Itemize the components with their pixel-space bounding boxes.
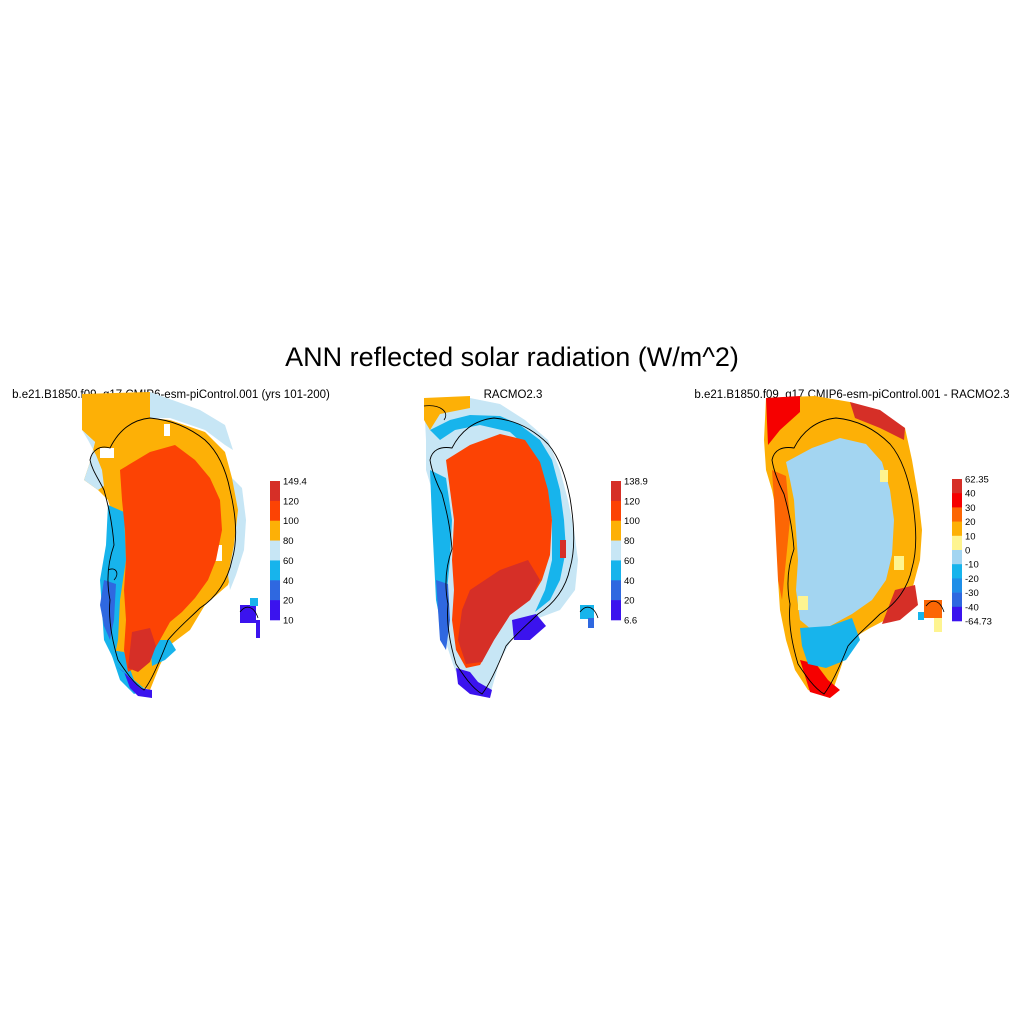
colorbar-label: 10 [283, 616, 294, 627]
map-1-block [240, 605, 256, 623]
colorbar-panel-1: 149.4 120 100 80 60 40 20 10 [270, 477, 307, 627]
map-3-coastline [925, 600, 945, 613]
colorbar-label: 100 [624, 516, 640, 527]
colorbar-panel-3: 62.35 40 30 20 10 0 -10 -20 -30 -40 -64.73 [952, 475, 992, 628]
figure-title: ANN reflected solar radiation (W/m^2) [285, 342, 739, 372]
map-3-coastline [771, 417, 917, 695]
colorbar-label: 40 [624, 576, 635, 587]
colorbar-swatch [952, 521, 962, 537]
colorbar-swatch [611, 520, 621, 541]
colorbar-swatch [611, 600, 621, 621]
colorbar-label: 20 [283, 596, 294, 607]
colorbar-swatch [270, 560, 280, 581]
colorbar-label: 30 [965, 503, 976, 514]
colorbar-swatch [952, 493, 962, 508]
colorbar-label: -64.73 [965, 617, 992, 628]
map-3-interior-blue [800, 618, 860, 668]
colorbar-swatch [611, 580, 621, 601]
colorbar-swatch [270, 540, 280, 561]
colorbar-swatch [952, 592, 962, 608]
colorbar-label: 149.4 [283, 477, 307, 488]
colorbar-label: 0 [965, 546, 970, 557]
map-1-block [256, 620, 260, 638]
map-1-coast-deepblue [100, 580, 116, 640]
colorbar-panel-2: 138.9 120 100 80 60 40 20 6.6 [611, 477, 648, 627]
map-3-margin-orange2 [772, 470, 790, 600]
colorbar-swatch [952, 564, 962, 579]
colorbar-label: 40 [965, 489, 976, 500]
map-3-block [934, 618, 942, 632]
colorbar-swatch [270, 520, 280, 541]
colorbar-label: 60 [283, 556, 294, 567]
map-3-margin-red [850, 402, 905, 440]
colorbar-swatch [611, 540, 621, 561]
colorbar-label: 20 [624, 596, 635, 607]
map-3-block [918, 612, 924, 620]
colorbar-swatch [270, 600, 280, 621]
panel-2-title: RACMO2.3 [483, 389, 543, 401]
panel-2-map [423, 396, 599, 698]
map-3-margin-red [800, 660, 840, 698]
colorbar-swatch [270, 481, 280, 502]
colorbar-swatch [270, 580, 280, 601]
colorbar-label: 138.9 [624, 477, 648, 488]
colorbar-label: -20 [965, 574, 979, 585]
colorbar-swatch [611, 481, 621, 502]
map-1-interior [120, 445, 222, 672]
map-2-block [588, 618, 594, 628]
colorbar-swatch [952, 479, 962, 494]
map-2-coastline [423, 405, 599, 619]
colorbar-swatch [952, 535, 962, 551]
map-1-gap [164, 424, 170, 436]
colorbar-swatch [611, 560, 621, 581]
map-1-interior-dark [128, 628, 156, 672]
colorbar-label: 40 [283, 576, 294, 587]
colorbar-swatch [952, 507, 962, 522]
colorbar-label: 100 [283, 516, 299, 527]
colorbar-label: 6.6 [624, 616, 637, 627]
colorbar-label: -30 [965, 588, 979, 599]
map-1-coastline [89, 417, 237, 691]
map-1-coastline [107, 568, 259, 619]
colorbar-label: 120 [624, 496, 640, 507]
map-1-margin-lightblue [150, 392, 233, 450]
map-3-margin-red [882, 585, 918, 624]
colorbar-swatch [952, 550, 962, 565]
map-2-block [560, 540, 566, 558]
panel-1-map [82, 392, 260, 698]
colorbar-swatch [952, 578, 962, 593]
map-3-block [798, 596, 808, 610]
colorbar-label: 10 [965, 531, 976, 542]
colorbars: 149.41201008060402010138.912010080604020… [270, 475, 992, 628]
map-3-interior [786, 438, 894, 630]
colorbar-label: -40 [965, 602, 979, 613]
colorbar-label: 80 [624, 536, 635, 547]
map-2-coastline [429, 417, 575, 695]
map-1-gap [100, 448, 114, 458]
colorbar-label: 20 [965, 517, 976, 528]
colorbar-label: 60 [624, 556, 635, 567]
map-2-margin-blue [430, 415, 566, 612]
map-2-margin-orange [424, 396, 470, 430]
map-1-margin-lightblue [228, 478, 246, 590]
map-3-block [880, 470, 888, 482]
map-2-coast-purple [512, 614, 546, 640]
map-2-coast-purple [456, 668, 492, 698]
map-1-margin-lightblue [82, 430, 104, 490]
map-3-block [924, 600, 942, 618]
colorbar-swatch [952, 606, 962, 622]
map-2-interior-dark [458, 560, 540, 664]
map-3-block [894, 556, 904, 570]
colorbar-swatch [611, 500, 621, 522]
colorbar-label: 120 [283, 496, 299, 507]
colorbar-label: 62.35 [965, 475, 989, 486]
map-3-margin-red [766, 396, 800, 445]
colorbar-label: -10 [965, 560, 979, 571]
panel-3-map [764, 396, 945, 698]
colorbar-label: 80 [283, 536, 294, 547]
map-1-block [250, 598, 258, 606]
colorbar-swatch [270, 500, 280, 522]
